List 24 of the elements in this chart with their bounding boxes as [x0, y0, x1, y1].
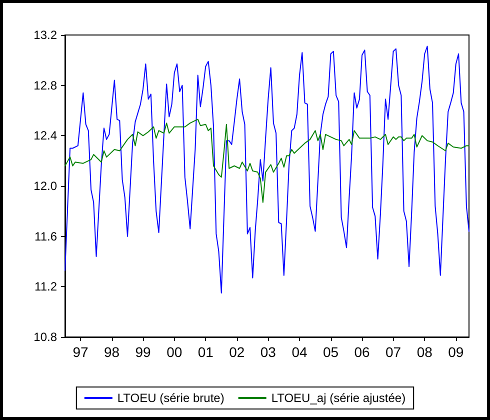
legend-label: LTOEU_aj (série ajustée)	[271, 391, 406, 405]
y-tick-label: 11.6	[34, 229, 58, 244]
x-tick-label: 98	[104, 344, 120, 360]
y-tick-label: 13.2	[34, 28, 58, 42]
y-tick-label: 12.8	[34, 78, 58, 92]
x-tick-label: 02	[229, 344, 245, 360]
legend-label: LTOEU (série brute)	[117, 391, 224, 405]
x-tick-label: 09	[448, 344, 464, 360]
x-tick-label: 05	[322, 344, 339, 360]
line-series	[64, 46, 470, 294]
line-series	[64, 118, 470, 203]
x-tick-label: 97	[72, 344, 88, 360]
y-tick-label: 12.4	[34, 128, 58, 143]
y-tick-label: 10.8	[34, 330, 58, 344]
y-tick-label: 11.2	[34, 280, 58, 294]
x-tick-label: 00	[166, 344, 182, 360]
y-tick-label: 12.0	[34, 179, 58, 193]
x-tick-label: 07	[386, 344, 402, 360]
x-tick-label: 03	[260, 344, 276, 360]
x-tick-label: 99	[135, 344, 152, 360]
x-tick-label: 01	[198, 344, 214, 360]
x-tick-label: 08	[416, 344, 433, 360]
x-tick-label: 06	[354, 344, 370, 360]
x-tick-label: 04	[292, 344, 308, 360]
